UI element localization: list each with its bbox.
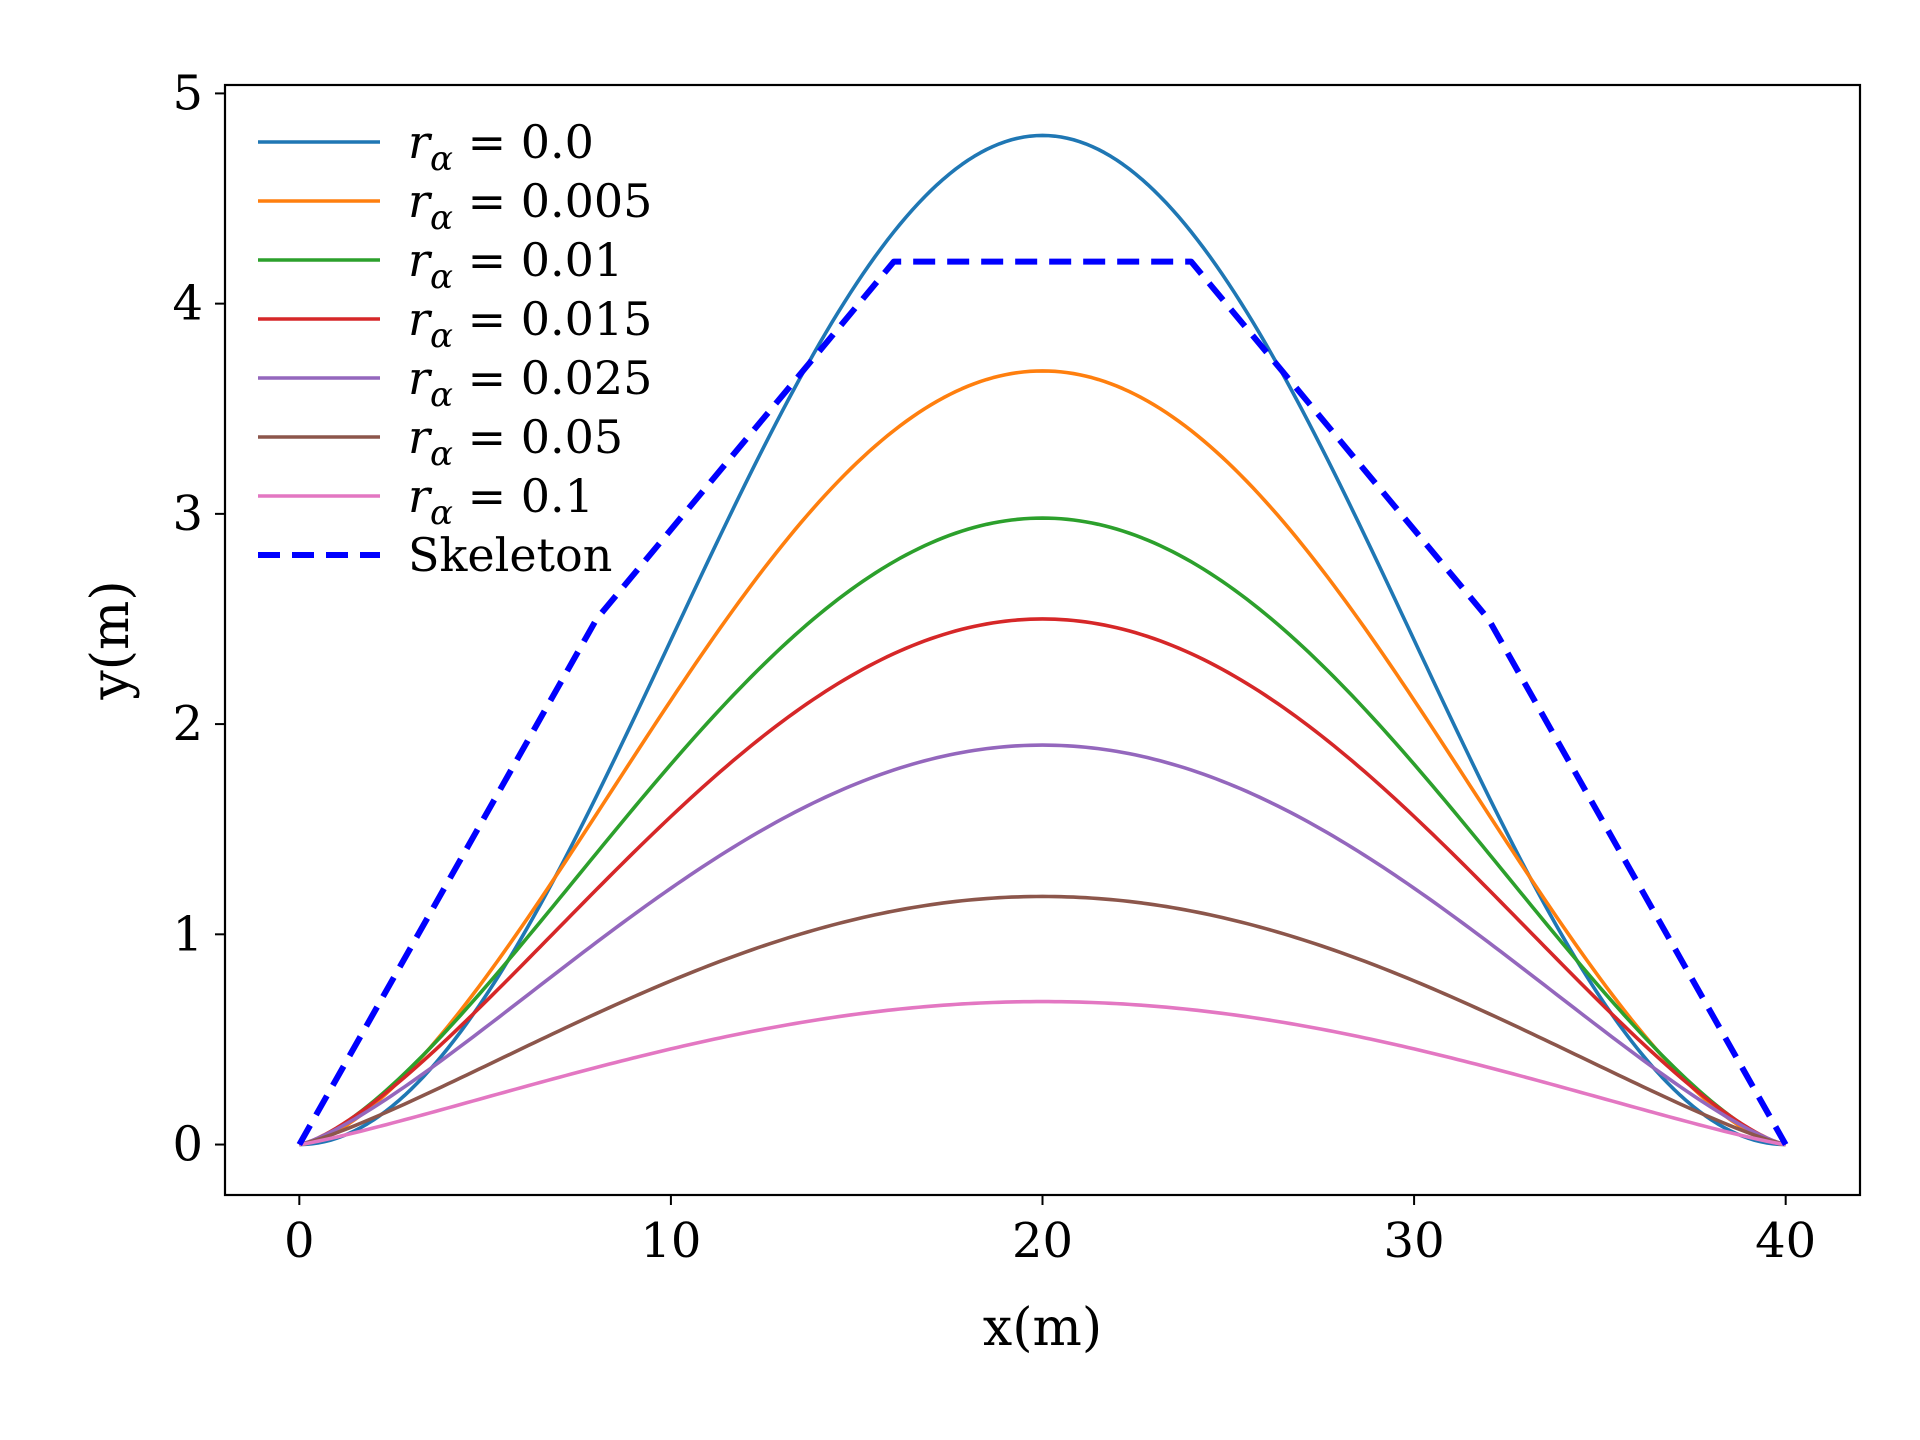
legend-label: rα = 0.05 — [408, 410, 623, 474]
legend-label: rα = 0.025 — [408, 351, 652, 415]
legend-label: rα = 0.0 — [408, 115, 594, 179]
series-line-5 — [298, 894, 1787, 1147]
legend-label: rα = 0.1 — [408, 469, 594, 533]
series-layer — [296, 133, 1789, 1147]
legend-label: rα = 0.015 — [408, 292, 652, 356]
y-axis-label: y(m) — [81, 580, 141, 700]
x-tick-label: 0 — [284, 1213, 315, 1269]
y-tick-label: 0 — [172, 1117, 203, 1173]
series-line-1 — [299, 369, 1786, 1147]
x-tick-label: 30 — [1384, 1213, 1445, 1269]
x-tick-label: 40 — [1755, 1213, 1816, 1269]
legend-item: rα = 0.1 — [258, 469, 594, 533]
y-tick-label: 5 — [172, 65, 203, 121]
legend-item: rα = 0.005 — [258, 174, 652, 238]
legend-label: Skeleton — [408, 528, 612, 582]
y-tick-label: 1 — [172, 906, 203, 962]
series-line-3 — [298, 617, 1787, 1147]
y-tick-label: 2 — [172, 696, 203, 752]
y-tick-label: 4 — [172, 276, 203, 332]
series-line-4 — [298, 743, 1787, 1147]
y-tick-label: 3 — [172, 486, 203, 542]
legend-item: rα = 0.0 — [258, 115, 594, 179]
series-line-6 — [299, 999, 1786, 1147]
series-line-2 — [298, 516, 1787, 1147]
x-tick-label: 10 — [640, 1213, 701, 1269]
legend-label: rα = 0.01 — [408, 233, 623, 297]
legend-item: rα = 0.015 — [258, 292, 652, 356]
legend-label: rα = 0.005 — [408, 174, 652, 238]
legend-item: rα = 0.01 — [258, 233, 623, 297]
x-axis-label: x(m) — [983, 1298, 1102, 1358]
legend-item: Skeleton — [258, 528, 612, 582]
legend-item: rα = 0.025 — [258, 351, 652, 415]
x-tick-label: 20 — [1012, 1213, 1073, 1269]
legend-item: rα = 0.05 — [258, 410, 623, 474]
ticks-layer: 0 10 20 30 40 0 1 2 3 4 5 — [172, 65, 1816, 1269]
